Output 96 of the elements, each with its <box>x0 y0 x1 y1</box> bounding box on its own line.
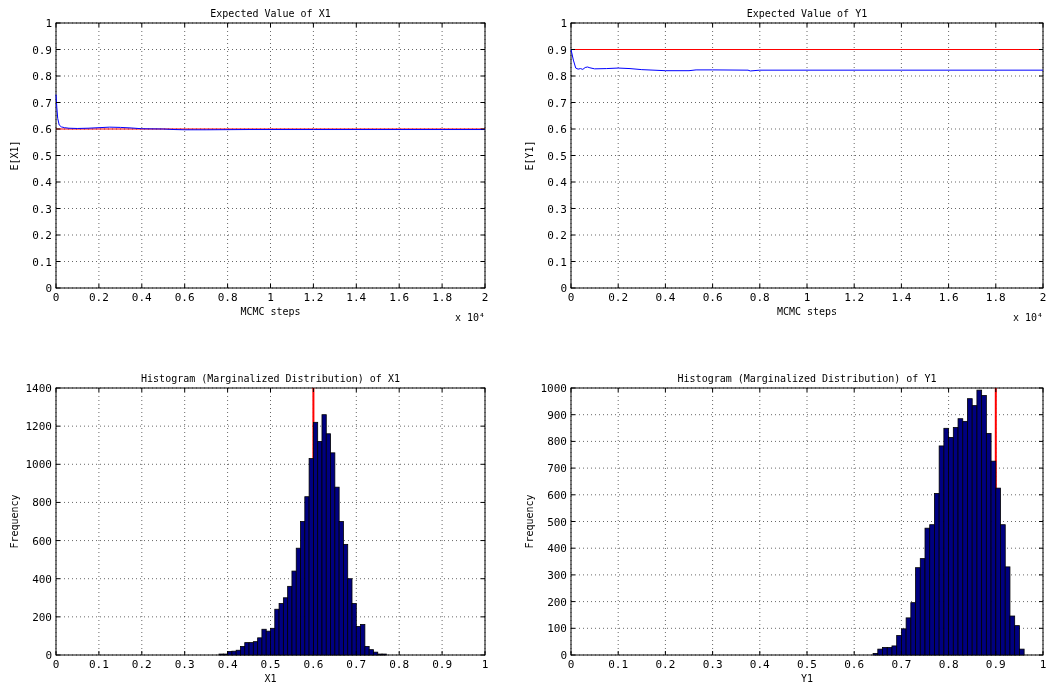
x-tick-label: 0.7 <box>346 658 367 671</box>
x-tick-label: 2 <box>1039 291 1047 304</box>
y-tick-label: 0.2 <box>32 229 52 242</box>
chart-title: Histogram (Marginalized Distribution) of Y1 <box>677 373 937 384</box>
y-tick-label: 0.4 <box>32 176 53 189</box>
x-tick-label: 0.3 <box>702 658 723 671</box>
y-tick-label: 0 <box>560 649 567 662</box>
text: x 10⁴ <box>454 312 485 323</box>
x-tick-label: 0.8 <box>217 291 238 304</box>
y-tick-label: 500 <box>547 515 567 529</box>
y-axis-title: Frequency <box>524 494 535 549</box>
x-tick-label: 1 <box>1039 658 1047 671</box>
y-tick-label: 0.9 <box>547 43 567 57</box>
x-tick-label: 1.4 <box>891 291 912 304</box>
x-tick-label: 0.2 <box>88 291 109 304</box>
x-tick-label: 1 <box>481 658 489 671</box>
y-tick-label: 0 <box>45 649 52 662</box>
y-tick-label: 400 <box>547 542 567 556</box>
y-axis-title: E[X1] <box>9 140 20 171</box>
x-tick-label: 1.8 <box>985 291 1006 304</box>
y-tick-label: 0.6 <box>547 123 567 136</box>
x-tick-label: 0.1 <box>88 658 109 671</box>
x-tick-label: 0.4 <box>655 291 676 304</box>
y-tick-label: 0.5 <box>547 149 567 163</box>
y-tick-label: 0.4 <box>547 176 568 189</box>
y-tick-label: 1400 <box>25 382 52 395</box>
y-tick-label: 200 <box>547 595 567 609</box>
x-tick-label: 0.4 <box>131 291 153 304</box>
x-tick-label: 0.9 <box>432 658 453 671</box>
y-tick-label: 1200 <box>25 420 52 434</box>
y-axis-title: Frequency <box>9 494 20 549</box>
y-tick-label: 0.5 <box>32 149 52 163</box>
y-tick-label: 800 <box>32 496 52 510</box>
y-tick-label: 0.8 <box>32 70 52 83</box>
x-tick-label: 0.2 <box>131 658 152 671</box>
x-tick-label: 1.6 <box>938 291 959 304</box>
y-tick-label: 200 <box>32 610 52 624</box>
y-tick-label: 0.3 <box>32 202 52 216</box>
x-tick-label: 0.6 <box>702 291 723 304</box>
x-axis-title: MCMC steps <box>776 306 838 317</box>
y-tick-label: 0.8 <box>547 70 567 83</box>
y-tick-label: 0.1 <box>547 255 567 269</box>
x-axis-title: MCMC steps <box>240 306 301 317</box>
y-tick-label: 0.9 <box>32 43 52 57</box>
y-tick-label: 0.3 <box>547 202 567 216</box>
x-tick-label: 1 <box>267 291 274 304</box>
y-tick-label: 0.1 <box>32 255 52 269</box>
x-tick-label: 0.4 <box>217 658 238 671</box>
y-tick-label: 0 <box>45 282 52 295</box>
y-tick-label: 600 <box>32 534 52 548</box>
y-tick-label: 600 <box>547 488 567 502</box>
y-tick-label: 0.6 <box>32 123 52 136</box>
y-tick-label: 800 <box>547 435 567 449</box>
x-tick-label: 0.8 <box>749 291 770 304</box>
x-tick-label: 1.8 <box>432 291 453 304</box>
y-tick-label: 100 <box>547 622 567 636</box>
y-tick-label: 0 <box>560 282 567 295</box>
x-tick-label: 1.6 <box>389 291 410 304</box>
x-tick-label: 0.2 <box>655 658 676 671</box>
x-tick-label: 0.8 <box>938 658 959 671</box>
line-series <box>570 49 1044 72</box>
y-tick-label: 700 <box>547 462 567 476</box>
x-tick-label: 1.2 <box>844 291 865 304</box>
y-tick-label: 0.2 <box>547 229 567 242</box>
y-tick-label: 0.7 <box>32 96 52 110</box>
x-tick-label: 1.2 <box>303 291 324 304</box>
y-tick-label: 0.7 <box>547 96 567 110</box>
x-axis-title: Y1 <box>800 673 814 684</box>
x-tick-label: 0.8 <box>389 658 410 671</box>
x-tick-label: 0.1 <box>608 658 629 671</box>
x-tick-label: 0.5 <box>260 658 281 671</box>
y-tick-label: 300 <box>547 568 567 582</box>
text: x 10⁴ <box>1012 312 1043 323</box>
chart-title: Expected Value of X1 <box>210 8 331 19</box>
x-tick-label: 0.9 <box>985 658 1006 671</box>
x-tick-label: 0.3 <box>174 658 195 671</box>
y-tick-label: 1 <box>560 17 567 30</box>
x-tick-label: 2 <box>481 291 489 304</box>
y-axis-title: E[Y1] <box>524 140 535 171</box>
y-tick-label: 400 <box>32 572 52 586</box>
x-tick-label: 0.7 <box>891 658 912 671</box>
y-tick-label: 1000 <box>25 458 52 472</box>
x-tick-label: 0.2 <box>608 291 629 304</box>
x-axis-title: X1 <box>264 673 277 684</box>
y-tick-label: 1000 <box>540 382 567 395</box>
y-tick-label: 900 <box>547 408 567 422</box>
chart-title: Histogram (Marginalized Distribution) of X1 <box>141 373 400 384</box>
x-tick-label: 1.4 <box>346 291 367 304</box>
y-tick-label: 1 <box>45 17 52 30</box>
x-tick-label: 0.5 <box>797 658 817 671</box>
x-tick-label: 0.6 <box>844 658 865 671</box>
x-tick-label: 1 <box>803 291 811 304</box>
x-tick-label: 0.6 <box>174 291 195 304</box>
x-tick-label: 0.4 <box>749 658 771 671</box>
x-tick-label: 0.6 <box>303 658 324 671</box>
chart-title: Expected Value of Y1 <box>746 8 868 19</box>
